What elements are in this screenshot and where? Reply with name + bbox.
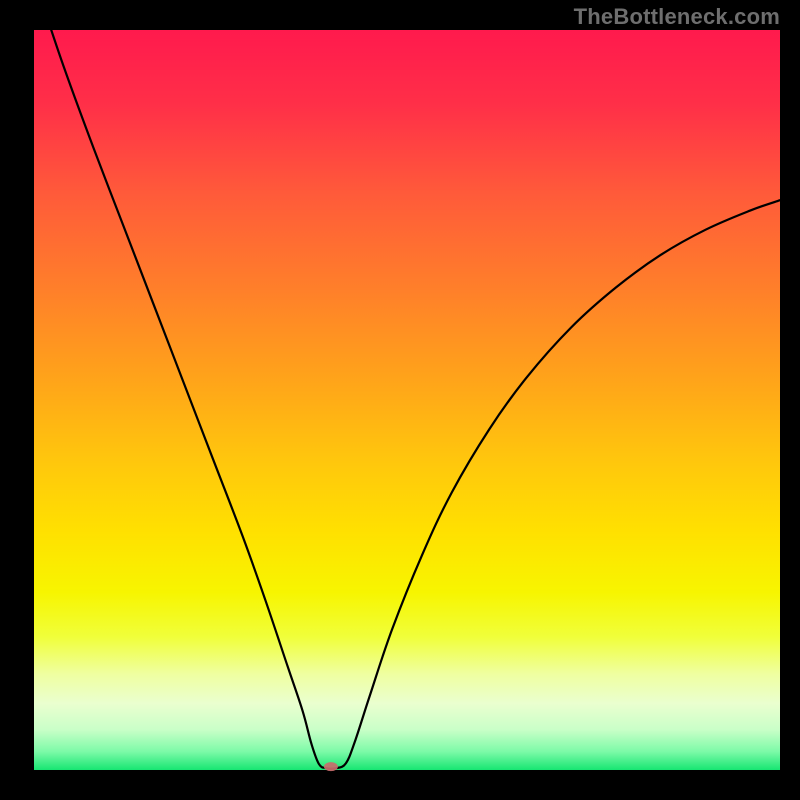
bottleneck-chart <box>0 0 800 800</box>
plot-area <box>34 30 780 770</box>
watermark-text: TheBottleneck.com <box>574 4 780 30</box>
min-marker <box>324 762 338 771</box>
chart-container: TheBottleneck.com <box>0 0 800 800</box>
